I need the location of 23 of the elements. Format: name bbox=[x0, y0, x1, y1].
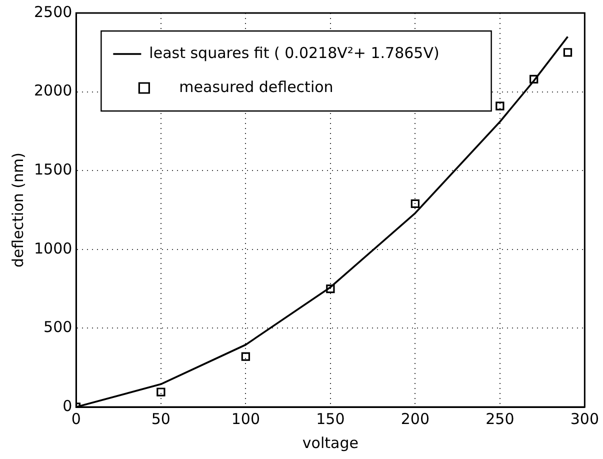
legend-label: measured deflection bbox=[179, 78, 334, 96]
x-tick-label: 150 bbox=[316, 410, 345, 428]
y-tick-label: 2500 bbox=[34, 2, 72, 21]
x-tick-label: 50 bbox=[151, 410, 170, 428]
x-tick-label: 100 bbox=[231, 410, 260, 428]
x-tick-label: 250 bbox=[486, 410, 514, 428]
point bbox=[496, 102, 504, 110]
y-tick-label: 500 bbox=[44, 318, 72, 336]
y-axis-title: deflection (nm) bbox=[8, 152, 27, 268]
y-tick-label: 1000 bbox=[34, 239, 72, 258]
point bbox=[241, 352, 250, 361]
point bbox=[410, 199, 420, 208]
point bbox=[156, 388, 166, 396]
y-tick-label: 1500 bbox=[34, 160, 72, 178]
y-tick-label: 2000 bbox=[34, 82, 72, 100]
legend-label: least squares fit ( 0.0218V²+ 1.7865V) bbox=[149, 44, 440, 62]
x-axis-title: voltage bbox=[302, 434, 358, 452]
y-tick-label: 0 bbox=[62, 396, 72, 415]
point bbox=[563, 48, 572, 57]
x-tick-label: 200 bbox=[400, 410, 430, 428]
point bbox=[530, 74, 538, 84]
point bbox=[326, 284, 335, 294]
x-tick-label: 300 bbox=[570, 410, 600, 428]
